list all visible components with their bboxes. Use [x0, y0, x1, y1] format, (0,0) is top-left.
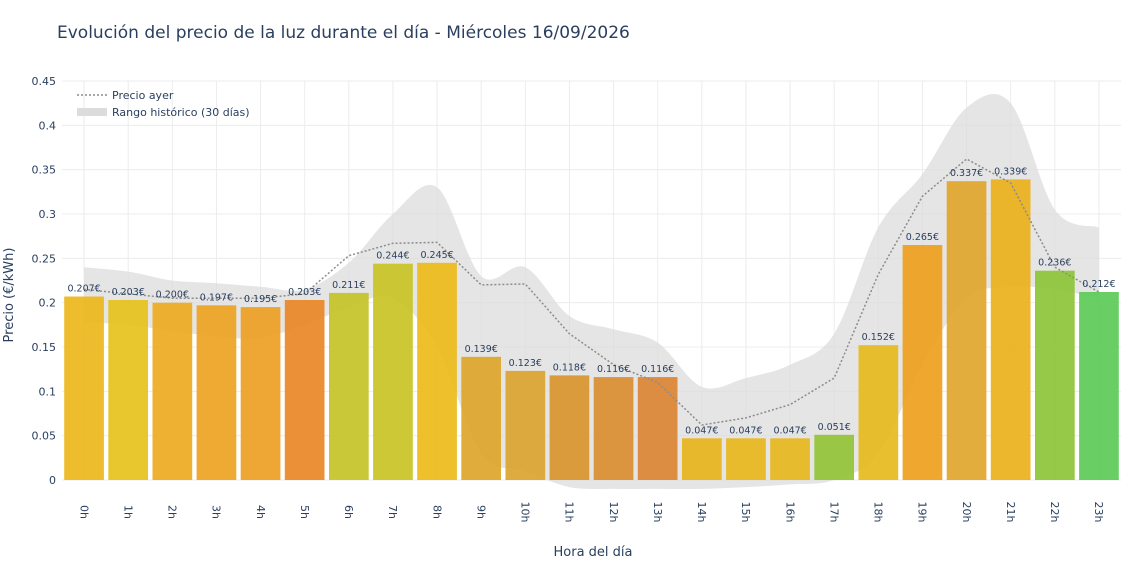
price-bar: [726, 438, 766, 480]
y-tick-label: 0.35: [32, 164, 57, 177]
x-tick-label: 0h: [77, 505, 90, 519]
bar-value-label: 0.236€: [1038, 258, 1071, 269]
price-bar: [417, 262, 457, 480]
legend-historical-range: Rango histórico (30 días): [112, 106, 250, 119]
y-tick-label: 0: [49, 474, 56, 487]
price-bar: [946, 181, 987, 480]
historical-range-area: [84, 94, 1099, 490]
price-bar: [373, 263, 413, 480]
historical-range-band: [84, 94, 1099, 490]
price-bar: [152, 302, 193, 480]
x-tick-label: 18h: [871, 502, 884, 523]
x-axis-title: Hora del día: [554, 545, 633, 560]
x-tick-label: 14h: [695, 502, 708, 523]
bar-value-label: 0.116€: [641, 364, 674, 375]
bar-value-label: 0.337€: [950, 168, 983, 179]
price-bar: [990, 179, 1031, 480]
bar-value-label: 0.339€: [994, 166, 1027, 177]
yesterday-price-line: [84, 158, 1100, 426]
yesterday-price-polyline: [84, 158, 1100, 426]
x-tick-label: 5h: [298, 505, 311, 519]
y-tick-label: 0.15: [32, 341, 57, 354]
x-tick-label: 13h: [651, 502, 664, 523]
x-tick-label: 8h: [430, 505, 443, 519]
bar-value-label: 0.118€: [553, 362, 586, 373]
x-tick-label: 19h: [916, 502, 929, 523]
price-bar: [196, 305, 237, 480]
chart-title: Evolución del precio de la luz durante e…: [57, 23, 630, 43]
legend-yesterday-price: Precio ayer: [112, 89, 174, 102]
price-bar: [1035, 270, 1075, 480]
bar-value-label: 0.203€: [288, 287, 321, 298]
y-tick-label: 0.3: [39, 208, 57, 221]
bar-value-label: 0.245€: [420, 250, 453, 261]
price-bar: [1079, 292, 1119, 480]
bar-value-label: 0.047€: [685, 425, 718, 436]
bar-labels: 0.207€ 0.203€ 0.200€ 0.197€ 0.195€ 0.203€ 0.21…: [67, 166, 1115, 436]
bar-value-label: 0.051€: [818, 422, 851, 433]
y-axis-title: Precio (€/kWh): [2, 248, 17, 343]
y-tick-label: 0.1: [39, 385, 57, 398]
x-tick-label: 22h: [1048, 502, 1061, 523]
price-bar: [682, 438, 722, 480]
x-tick-label: 6h: [342, 505, 355, 519]
price-bar: [108, 300, 148, 480]
bar-value-label: 0.123€: [509, 358, 542, 369]
y-tick-label: 0.05: [32, 430, 57, 443]
bar-value-label: 0.203€: [112, 287, 145, 298]
x-tick-label: 12h: [607, 502, 620, 523]
x-tick-label: 16h: [783, 502, 796, 523]
bar-value-label: 0.211€: [332, 280, 365, 291]
x-tick-label: 20h: [960, 502, 973, 523]
legend-band-swatch: [77, 108, 107, 116]
price-bar: [329, 292, 369, 480]
bar-value-label: 0.244€: [376, 251, 409, 262]
x-tick-label: 23h: [1092, 502, 1105, 523]
x-tick-label: 3h: [210, 505, 223, 519]
bars: [64, 179, 1119, 480]
bar-value-label: 0.265€: [906, 232, 939, 243]
y-tick-labels: 0 0.05 0.1 0.15 0.2 0.25 0.3 0.35 0.4 0.45: [32, 75, 57, 487]
x-tick-label: 17h: [827, 502, 840, 523]
bar-value-label: 0.200€: [156, 290, 189, 301]
price-bar: [549, 375, 590, 480]
y-tick-label: 0.25: [32, 252, 57, 265]
bar-value-label: 0.047€: [773, 425, 806, 436]
price-bar: [64, 296, 104, 480]
x-tick-label: 15h: [739, 502, 752, 523]
price-bar: [637, 377, 678, 480]
x-tick-labels: 0h 1h 2h 3h 4h 5h 6h 7h 8h 9h 10h 11h 12h 13h 14h 15h 16…: [77, 502, 1105, 523]
x-tick-label: 10h: [518, 502, 531, 523]
price-bar: [770, 438, 810, 480]
price-bar: [593, 377, 634, 480]
x-tick-label: 4h: [254, 505, 267, 519]
y-tick-label: 0.45: [32, 75, 57, 88]
y-tick-label: 0.2: [39, 297, 57, 310]
price-bar: [814, 434, 854, 480]
price-bar: [284, 300, 325, 480]
legend: Precio ayer Rango histórico (30 días): [77, 89, 250, 119]
bar-value-label: 0.139€: [465, 344, 498, 355]
price-bar: [461, 356, 501, 480]
bar-value-label: 0.116€: [597, 364, 630, 375]
x-tick-label: 21h: [1004, 502, 1017, 523]
price-bar: [505, 370, 546, 480]
x-tick-label: 1h: [121, 505, 134, 519]
x-tick-label: 2h: [165, 505, 178, 519]
bar-value-label: 0.047€: [729, 425, 762, 436]
bar-value-label: 0.152€: [862, 332, 895, 343]
bar-value-label: 0.207€: [67, 284, 100, 295]
x-tick-label: 11h: [563, 502, 576, 523]
bar-value-label: 0.212€: [1082, 279, 1115, 290]
bar-value-label: 0.195€: [244, 294, 277, 305]
y-tick-label: 0.4: [39, 119, 57, 132]
price-bar: [858, 345, 899, 480]
price-bar: [902, 245, 943, 480]
bar-value-label: 0.197€: [200, 292, 233, 303]
x-tick-label: 7h: [386, 505, 399, 519]
x-tick-label: 9h: [474, 505, 487, 519]
price-bar: [240, 307, 281, 480]
